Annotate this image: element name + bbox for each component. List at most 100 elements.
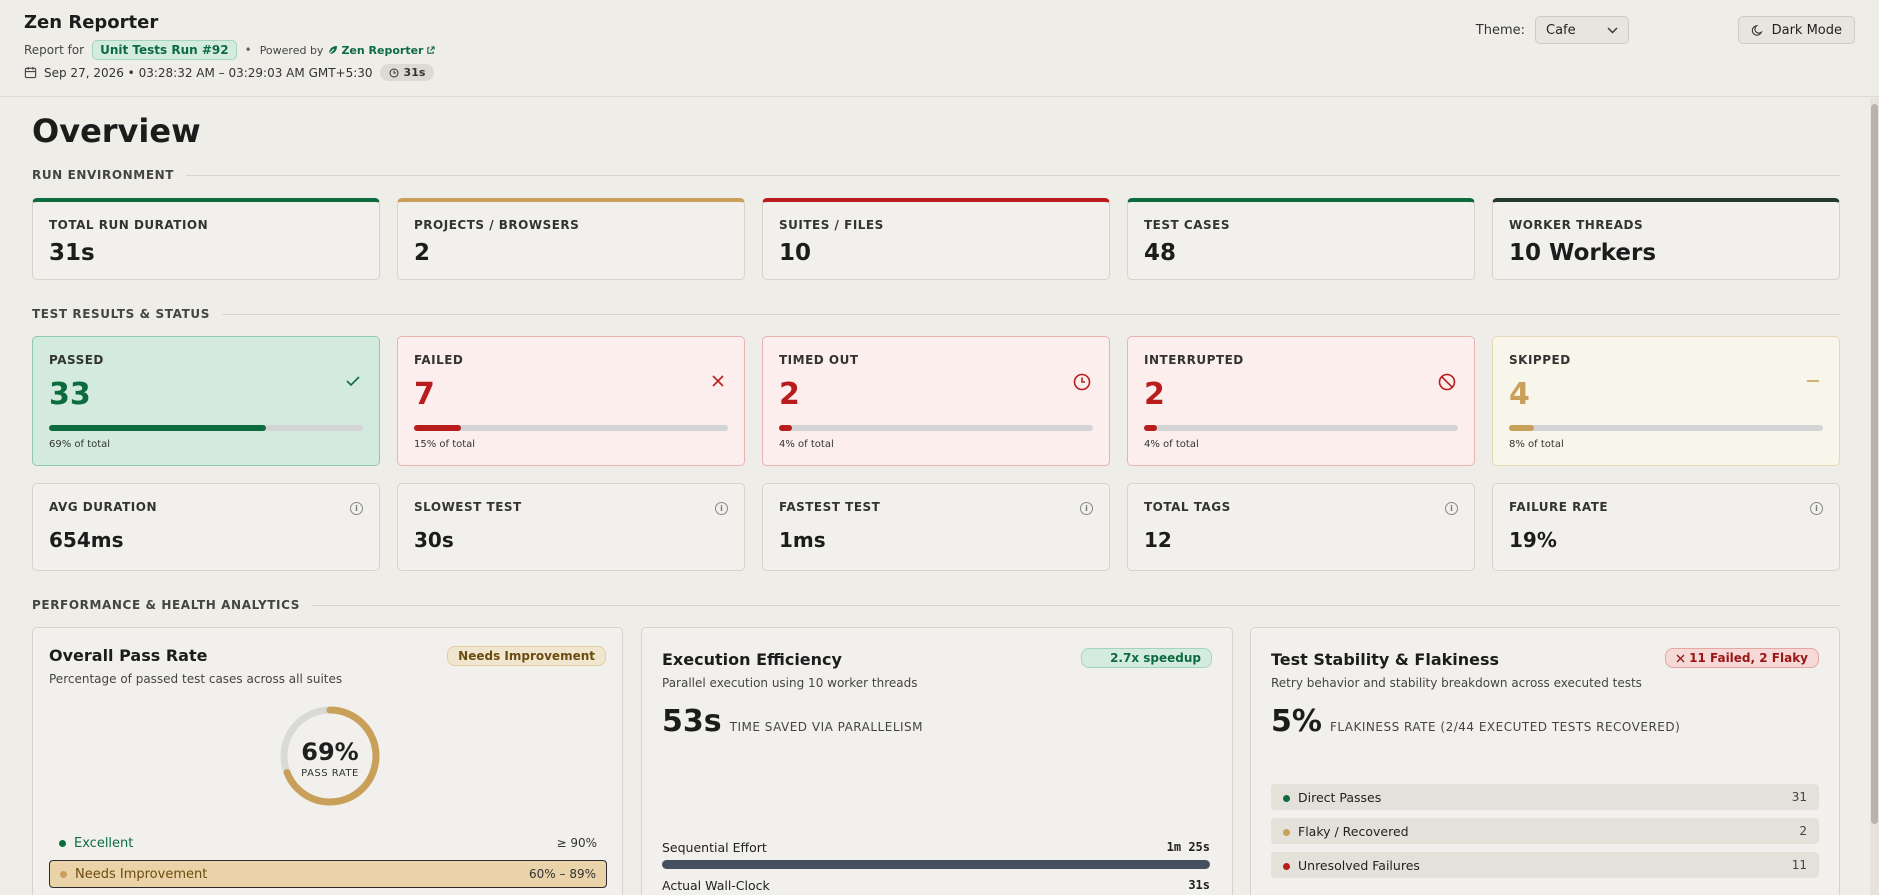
percent-text: 4% of total	[779, 439, 834, 450]
card-value: 7	[414, 377, 435, 412]
report-for-label: Report for	[24, 43, 85, 57]
main-content[interactable]: Overview RUN ENVIRONMENT TEST RESULTS & …	[0, 98, 1870, 895]
section-title: PERFORMANCE & HEALTH ANALYTICS	[32, 598, 300, 612]
status-card-timed-out[interactable]: TIMED OUT 2 4% of total	[762, 336, 1110, 466]
date-line: Sep 27, 2026 • 03:28:32 AM – 03:29:03 AM…	[24, 64, 435, 81]
progress-track	[1509, 425, 1823, 431]
env-card: TOTAL RUN DURATION 31s	[32, 198, 380, 280]
progress-track	[414, 425, 728, 431]
card-label: WORKER THREADS	[1509, 218, 1644, 232]
panel-subtitle: Parallel execution using 10 worker threa…	[662, 676, 918, 690]
external-link-icon[interactable]	[426, 45, 436, 55]
donut-arc	[280, 706, 380, 806]
time-saved: 53s TIME SAVED VIA PARALLELISM	[662, 704, 923, 739]
wallclock-row: Actual Wall-Clock 31s	[662, 878, 1210, 893]
check-icon	[345, 373, 361, 394]
flakiness-rate: 5% FLAKINESS RATE (2/44 EXECUTED TESTS R…	[1271, 704, 1680, 739]
card-value: 31s	[49, 240, 95, 266]
wallclock-label: Actual Wall-Clock	[662, 878, 770, 893]
metric-card: SLOWEST TEST 30s i	[397, 483, 745, 571]
dark-mode-label: Dark Mode	[1771, 22, 1842, 38]
report-line: Report for Unit Tests Run #92 • Powered …	[24, 40, 436, 60]
row-count: 2	[1799, 824, 1807, 838]
section-title: TEST RESULTS & STATUS	[32, 307, 210, 321]
panel-subtitle: Retry behavior and stability breakdown a…	[1271, 676, 1642, 690]
card-label: SKIPPED	[1509, 353, 1571, 367]
status-badge: Needs Improvement	[447, 646, 606, 666]
card-value: 2	[779, 377, 800, 412]
theme-value: Cafe	[1546, 22, 1576, 38]
time-saved-label: TIME SAVED VIA PARALLELISM	[729, 720, 924, 734]
section-analytics: PERFORMANCE & HEALTH ANALYTICS	[32, 598, 1840, 612]
info-icon[interactable]: i	[1445, 502, 1458, 515]
panel-subtitle: Percentage of passed test cases across a…	[49, 672, 343, 686]
card-value: 10	[779, 240, 812, 266]
row-label: Flaky / Recovered	[1298, 823, 1409, 839]
legend-range: 60% – 89%	[529, 867, 596, 881]
progress-track	[49, 425, 363, 431]
status-card-skipped[interactable]: SKIPPED 4 8% of total	[1492, 336, 1840, 466]
info-icon[interactable]: i	[1810, 502, 1823, 515]
wallclock-value: 31s	[1188, 878, 1210, 892]
progress-fill	[414, 425, 462, 431]
info-icon[interactable]: i	[350, 502, 363, 515]
dark-mode-button[interactable]: Dark Mode	[1737, 16, 1855, 44]
page-title: Overview	[32, 112, 201, 150]
card-label: PROJECTS / BROWSERS	[414, 218, 580, 232]
ban-icon	[1438, 373, 1456, 396]
card-value: 30s	[414, 528, 454, 552]
status-card-interrupted[interactable]: INTERRUPTED 2 4% of total	[1127, 336, 1475, 466]
clock-icon	[389, 68, 399, 78]
card-label: AVG DURATION	[49, 500, 157, 514]
flakiness-value: 5%	[1271, 704, 1322, 739]
row-count: 31	[1791, 790, 1807, 804]
sequential-bar	[662, 860, 1210, 869]
env-card: SUITES / FILES 10	[762, 198, 1110, 280]
sequential-label: Sequential Effort	[662, 840, 767, 855]
card-value: 12	[1144, 528, 1172, 552]
section-title: RUN ENVIRONMENT	[32, 168, 175, 182]
card-label: SLOWEST TEST	[414, 500, 522, 514]
card-label: TOTAL TAGS	[1144, 500, 1231, 514]
pass-rate-panel: Overall Pass Rate Needs Improvement Perc…	[32, 627, 623, 895]
app-header: Zen Reporter Report for Unit Tests Run #…	[0, 0, 1879, 97]
status-card-failed[interactable]: FAILED 7 15% of total	[397, 336, 745, 466]
run-name-badge: Unit Tests Run #92	[92, 40, 237, 60]
card-value: 4	[1509, 377, 1530, 412]
info-icon[interactable]: i	[715, 502, 728, 515]
card-label: FAILED	[414, 353, 464, 367]
card-value: 19%	[1509, 528, 1557, 552]
info-icon[interactable]: i	[1080, 502, 1093, 515]
duration-value: 31s	[403, 66, 426, 79]
progress-fill	[1144, 425, 1157, 431]
progress-track	[779, 425, 1093, 431]
x-icon	[1676, 654, 1685, 663]
zen-reporter-link[interactable]: Zen Reporter	[341, 43, 424, 57]
theme-select[interactable]: Cafe	[1535, 16, 1629, 44]
card-value: 1ms	[779, 528, 826, 552]
clock-icon	[1073, 373, 1091, 396]
speedup-badge: 2.7x speedup	[1081, 648, 1212, 668]
status-card-passed[interactable]: PASSED 33 69% of total	[32, 336, 380, 466]
theme-label: Theme:	[1475, 22, 1525, 38]
percent-text: 8% of total	[1509, 439, 1564, 450]
scrollbar-thumb[interactable]	[1871, 104, 1878, 824]
failure-badge: 11 Failed, 2 Flaky	[1665, 648, 1819, 668]
failure-badge-label: 11 Failed, 2 Flaky	[1689, 651, 1808, 665]
app-title: Zen Reporter	[24, 12, 159, 33]
env-card: TEST CASES 48	[1127, 198, 1475, 280]
flakiness-label: FLAKINESS RATE (2/44 EXECUTED TESTS RECO…	[1329, 720, 1681, 734]
row-label: Unresolved Failures	[1298, 857, 1420, 873]
x-icon	[710, 373, 726, 394]
progress-fill	[779, 425, 792, 431]
pass-rate-caption: PASS RATE	[301, 768, 359, 779]
card-label: TEST CASES	[1144, 218, 1230, 232]
date-range: Sep 27, 2026 • 03:28:32 AM – 03:29:03 AM…	[44, 65, 373, 80]
minus-icon	[1805, 373, 1821, 394]
env-card: WORKER THREADS 10 Workers	[1492, 198, 1840, 280]
card-value: 33	[49, 377, 91, 412]
legend-label: Excellent	[74, 835, 134, 851]
stability-row: Direct Passes 31	[1271, 784, 1819, 810]
pass-rate-donut	[280, 706, 380, 806]
stability-row: Unresolved Failures 11	[1271, 852, 1819, 878]
